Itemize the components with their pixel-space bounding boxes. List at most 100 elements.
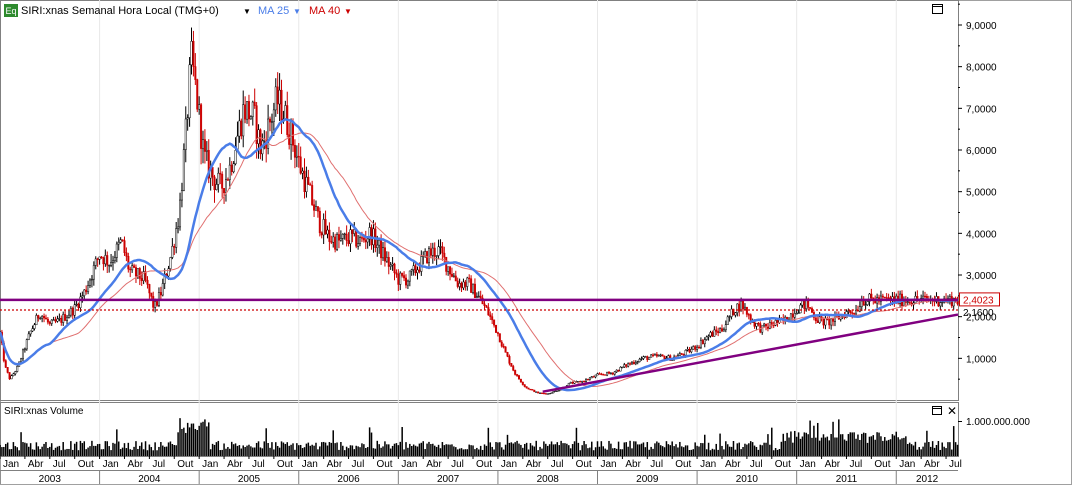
candle-body [571, 382, 574, 384]
volume-bar [169, 441, 172, 456]
volume-bar [537, 450, 539, 456]
volume-bar [483, 444, 486, 456]
volume-bar [510, 442, 513, 456]
volume-bar [594, 447, 597, 456]
ma40-label[interactable]: MA 40 [309, 5, 340, 17]
volume-bar [252, 447, 254, 456]
candle-body [468, 277, 471, 280]
ma25-dropdown-icon[interactable]: ▼ [293, 7, 301, 16]
volume-bar [905, 436, 907, 456]
ma40-dropdown-icon[interactable]: ▼ [344, 7, 352, 16]
volume-bar [142, 449, 145, 456]
symbol-dropdown-icon[interactable]: ▼ [243, 7, 251, 16]
volume-bar [458, 448, 461, 456]
candle-body [952, 297, 955, 307]
candle-body [941, 301, 944, 304]
maximize-panel-icon[interactable] [932, 4, 943, 14]
candle-body [759, 323, 762, 333]
candle-body [472, 283, 475, 293]
volume-bar [163, 446, 166, 456]
candle-body [548, 393, 551, 395]
candle-body [720, 328, 723, 332]
symbol-title[interactable]: SIRI:xnas Semanal Hora Local (TMG+0) [21, 5, 219, 17]
candle-body [113, 257, 116, 262]
x-month-label: Jan [401, 459, 417, 470]
candle-body [196, 79, 199, 110]
volume-bar [575, 427, 578, 456]
volume-bar [391, 445, 394, 456]
volume-bar [554, 444, 557, 456]
candle-body [111, 260, 114, 263]
candle-body [703, 339, 706, 345]
volume-bar [514, 442, 516, 456]
ma25-label[interactable]: MA 25 [258, 5, 289, 17]
candle-body [205, 150, 208, 152]
volume-bar [935, 445, 938, 456]
candle-body [142, 271, 145, 281]
volume-bar [234, 443, 237, 456]
x-year-label: 2004 [138, 474, 161, 485]
candle-body [487, 307, 490, 316]
candle-body [902, 301, 905, 306]
volume-bar [795, 436, 798, 456]
volume-bar [449, 444, 451, 456]
volume-bar [746, 444, 748, 456]
candle-body [359, 237, 362, 244]
candle-body [71, 308, 74, 316]
volume-bar [807, 434, 809, 456]
volume-close-icon[interactable]: ✕ [947, 404, 957, 418]
volume-bar [592, 450, 595, 456]
candle-body [177, 226, 180, 229]
candle-body [131, 265, 134, 271]
volume-bar [462, 449, 465, 456]
candle-body [347, 240, 350, 244]
volume-bar [416, 446, 419, 456]
volume-bar [815, 437, 817, 456]
x-month-label: Jul [650, 459, 663, 470]
volume-bar [504, 444, 507, 456]
x-year-label: 2006 [337, 474, 360, 485]
volume-bar [399, 441, 402, 456]
candle-body [403, 275, 406, 279]
volume-bar [70, 441, 72, 456]
volume-bar [922, 446, 924, 456]
candle-body [699, 340, 702, 348]
volume-bar [550, 441, 553, 456]
candle-body [140, 278, 143, 281]
volume-bar [217, 440, 220, 456]
volume-bar [439, 448, 442, 456]
volume-bar [298, 445, 300, 456]
candle-body [638, 358, 641, 362]
volume-bar [596, 441, 599, 456]
volume-bar [533, 446, 536, 456]
x-month-label: Abr [625, 459, 641, 470]
candle-body [307, 176, 310, 185]
candle-body [680, 353, 683, 355]
candle-body [213, 176, 216, 190]
candle-body [79, 296, 82, 308]
volume-bar [682, 447, 685, 456]
candle-body [540, 392, 543, 394]
candle-body [529, 388, 532, 391]
volume-bar [583, 441, 585, 456]
x-year-label: 2007 [437, 474, 460, 485]
volume-maximize-icon[interactable] [932, 406, 942, 415]
candle-body [514, 370, 517, 375]
volume-bar [786, 432, 788, 456]
candle-body [659, 354, 662, 356]
x-month-label: Out [874, 459, 890, 470]
volume-bar [58, 445, 61, 456]
volume-bar [10, 449, 13, 456]
candle-body [761, 325, 764, 333]
volume-bar [303, 447, 306, 456]
x-year-label: 2010 [736, 474, 759, 485]
candle-body [581, 380, 584, 383]
volume-bar [861, 433, 863, 456]
candle-body [466, 277, 469, 287]
volume-bar [518, 443, 520, 456]
volume-bar [177, 432, 179, 456]
volume-bar [799, 438, 802, 456]
candle-body [33, 324, 36, 329]
candle-body [43, 315, 46, 319]
candle-body [401, 272, 404, 276]
